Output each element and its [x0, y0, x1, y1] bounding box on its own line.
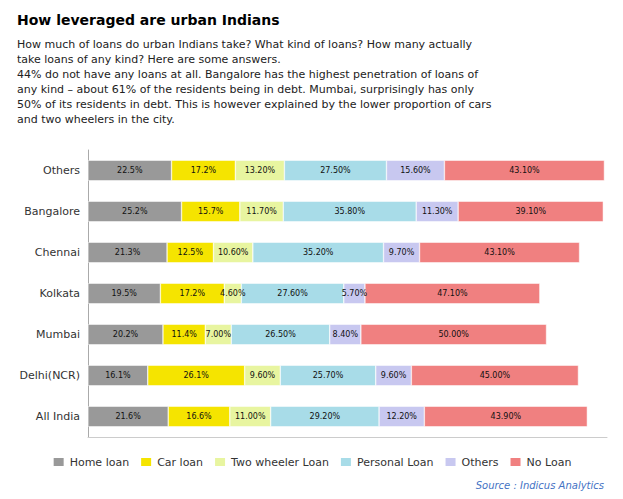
svg-text:26.1%: 26.1% — [184, 371, 210, 380]
svg-text:15.60%: 15.60% — [400, 166, 431, 175]
svg-text:No Loan: No Loan — [527, 456, 572, 469]
svg-text:26.50%: 26.50% — [265, 330, 296, 339]
svg-text:43.10%: 43.10% — [484, 248, 515, 257]
svg-text:Delhi(NCR): Delhi(NCR) — [20, 369, 80, 382]
svg-text:17.2%: 17.2% — [180, 289, 206, 298]
svg-text:9.60%: 9.60% — [381, 371, 407, 380]
svg-text:12.20%: 12.20% — [386, 412, 417, 421]
svg-text:Source : Indicus Analytics: Source : Indicus Analytics — [476, 480, 604, 491]
svg-text:21.3%: 21.3% — [115, 248, 141, 257]
svg-text:and two wheelers in the city.: and two wheelers in the city. — [17, 113, 175, 126]
svg-text:39.10%: 39.10% — [515, 207, 546, 216]
svg-text:Two wheeler Loan: Two wheeler Loan — [230, 456, 329, 469]
svg-text:15.7%: 15.7% — [198, 207, 224, 216]
svg-text:50.00%: 50.00% — [438, 330, 469, 339]
svg-text:9.60%: 9.60% — [250, 371, 276, 380]
svg-text:17.2%: 17.2% — [191, 166, 217, 175]
svg-text:47.10%: 47.10% — [437, 289, 468, 298]
svg-text:20.2%: 20.2% — [113, 330, 139, 339]
svg-text:11.4%: 11.4% — [171, 330, 197, 339]
svg-text:45.00%: 45.00% — [480, 371, 511, 380]
svg-text:44% do not have any loans at a: 44% do not have any loans at all. Bangal… — [17, 68, 479, 81]
svg-text:27.50%: 27.50% — [320, 166, 351, 175]
svg-text:How leveraged are urban Indian: How leveraged are urban Indians — [17, 12, 279, 28]
svg-text:27.60%: 27.60% — [277, 289, 308, 298]
svg-text:21.6%: 21.6% — [115, 412, 141, 421]
svg-text:25.70%: 25.70% — [313, 371, 344, 380]
svg-text:Personal Loan: Personal Loan — [357, 456, 434, 469]
svg-text:22.5%: 22.5% — [117, 166, 143, 175]
svg-text:Bangalore: Bangalore — [24, 205, 80, 218]
svg-text:43.10%: 43.10% — [509, 166, 540, 175]
svg-text:19.5%: 19.5% — [111, 289, 137, 298]
svg-text:7.00%: 7.00% — [206, 330, 232, 339]
svg-text:35.20%: 35.20% — [303, 248, 334, 257]
svg-text:take loans of any kind? Here a: take loans of any kind? Here are some an… — [17, 53, 281, 66]
svg-text:43.90%: 43.90% — [491, 412, 522, 421]
svg-text:Chennai: Chennai — [35, 246, 80, 259]
svg-text:any kind – about 61% of the re: any kind – about 61% of the residents be… — [17, 83, 475, 96]
svg-text:4.60%: 4.60% — [220, 289, 246, 298]
svg-text:Mumbai: Mumbai — [36, 328, 80, 341]
svg-text:16.6%: 16.6% — [186, 412, 212, 421]
svg-text:11.30%: 11.30% — [422, 207, 453, 216]
svg-text:Kolkata: Kolkata — [40, 287, 80, 300]
svg-text:10.60%: 10.60% — [218, 248, 249, 257]
svg-text:50% of its residents in debt.: 50% of its residents in debt. This is ho… — [17, 98, 492, 111]
svg-text:Home loan: Home loan — [70, 456, 130, 469]
svg-text:Car loan: Car loan — [157, 456, 203, 469]
svg-text:8.40%: 8.40% — [333, 330, 359, 339]
svg-text:12.5%: 12.5% — [178, 248, 204, 257]
svg-text:11.70%: 11.70% — [246, 207, 277, 216]
svg-text:5.70%: 5.70% — [342, 289, 368, 298]
svg-text:35.80%: 35.80% — [334, 207, 365, 216]
svg-text:16.1%: 16.1% — [105, 371, 131, 380]
svg-text:Others: Others — [43, 164, 80, 177]
svg-text:Others: Others — [462, 456, 499, 469]
svg-text:11.00%: 11.00% — [235, 412, 266, 421]
svg-text:29.20%: 29.20% — [310, 412, 341, 421]
svg-text:25.2%: 25.2% — [122, 207, 148, 216]
svg-text:9.70%: 9.70% — [389, 248, 415, 257]
svg-text:All India: All India — [36, 410, 80, 423]
svg-text:13.20%: 13.20% — [245, 166, 276, 175]
svg-text:How much of loans do urban Ind: How much of loans do urban Indians take?… — [17, 38, 473, 51]
